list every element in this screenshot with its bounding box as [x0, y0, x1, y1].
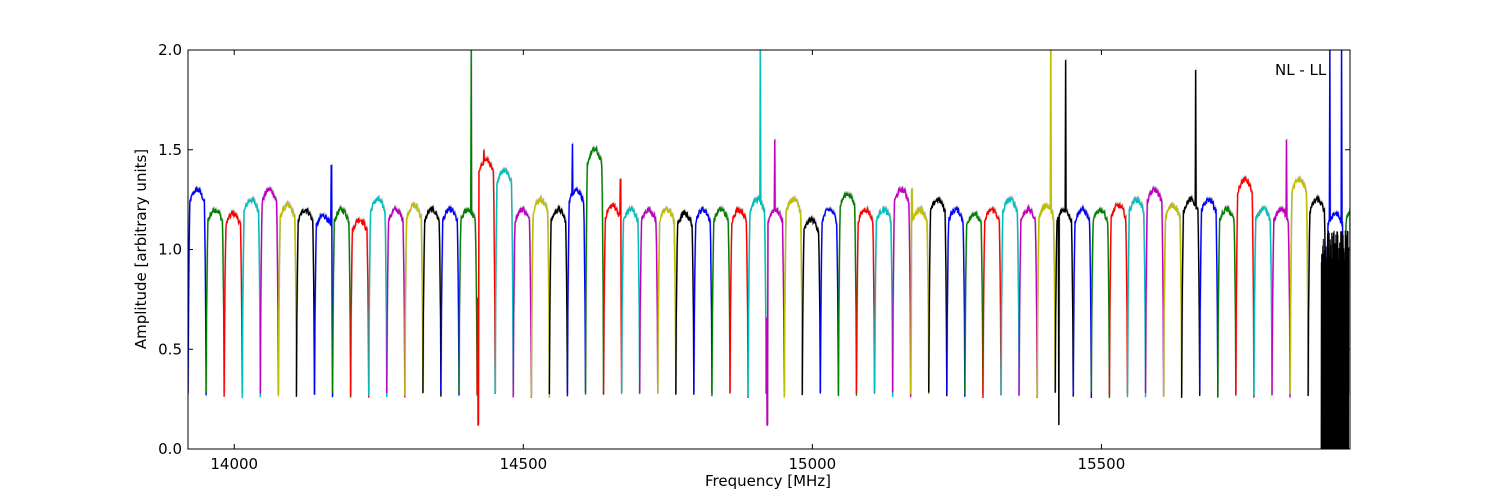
sub-band-trace — [584, 145, 605, 395]
x-tick-label: 14500 — [499, 455, 547, 473]
background-trace — [856, 204, 876, 393]
background-trace — [368, 194, 388, 396]
sub-band-trace — [313, 165, 334, 398]
sub-band-trace — [891, 186, 912, 398]
plot-frame — [187, 49, 1351, 450]
sub-band-trace — [1072, 204, 1092, 399]
sub-band-trace — [1180, 69, 1201, 398]
y-tick-label: 2.0 — [158, 41, 182, 59]
sub-band-trace — [1199, 197, 1219, 398]
sub-band-trace — [566, 143, 587, 397]
sub-band-trace — [494, 167, 514, 395]
y-tick-label: 0.0 — [158, 440, 182, 458]
sub-band-trace — [1289, 176, 1309, 396]
sub-band-trace — [295, 208, 316, 397]
sub-band-trace — [422, 205, 442, 397]
sub-band-trace — [909, 188, 930, 395]
sub-band-trace — [801, 215, 821, 396]
background-trace — [693, 205, 713, 394]
x-tick-label: 15000 — [788, 455, 836, 473]
x-axis-ticks: 14000 14500 15000 15500 — [210, 50, 1125, 473]
background-trace — [621, 204, 641, 393]
sub-band-trace — [277, 200, 298, 397]
sub-band-trace — [241, 197, 261, 399]
background-trace — [1163, 201, 1183, 396]
sub-band-trace — [1325, 50, 1345, 398]
background-trace — [585, 144, 605, 394]
sub-band-trace — [440, 206, 460, 396]
sub-band-trace — [368, 195, 388, 398]
y-axis-label: Amplitude [arbitrary units] — [132, 149, 150, 349]
sub-band-trace — [512, 205, 532, 399]
background-trace — [1181, 68, 1201, 397]
sub-band-trace — [873, 206, 894, 398]
sub-band-trace — [711, 205, 731, 397]
sub-band-trace — [1036, 50, 1056, 398]
sub-band-trace — [620, 205, 641, 395]
sub-band-trace — [964, 211, 984, 395]
sub-band-trace — [188, 186, 207, 396]
sub-band-trace — [223, 209, 243, 397]
sub-band-trace — [982, 206, 1002, 399]
sub-band-trace — [837, 192, 858, 397]
background-trace — [567, 142, 587, 395]
sub-band-trace — [1144, 186, 1165, 397]
sub-band-trace — [747, 50, 767, 398]
sub-band-trace — [783, 195, 803, 398]
y-tick-label: 1.0 — [158, 241, 182, 259]
annotation-label: NL - LL — [1275, 61, 1327, 79]
background-trace — [784, 194, 804, 397]
sub-band-trace — [729, 206, 749, 399]
sub-band-trace — [1054, 59, 1074, 426]
background-trace — [874, 205, 894, 396]
sub-band-trace — [657, 207, 677, 395]
y-axis-ticks: 0.0 0.5 1.0 1.5 2.0 — [158, 41, 1350, 458]
background-trace — [1271, 138, 1292, 397]
y-tick-label: 0.5 — [158, 340, 182, 358]
x-tick-label: 14000 — [210, 455, 258, 473]
sub-band-trace — [1000, 197, 1020, 396]
sub-band-trace — [602, 179, 623, 395]
sub-band-trace — [765, 139, 785, 426]
sub-band-trace — [693, 206, 713, 395]
spectrum-traces — [188, 50, 1350, 449]
x-tick-label: 15500 — [1078, 455, 1126, 473]
sub-band-trace — [1253, 206, 1273, 396]
sub-band-trace — [1235, 175, 1255, 398]
sub-band-trace — [675, 209, 695, 395]
sub-band-trace — [476, 149, 496, 426]
noise-trace — [1320, 230, 1350, 449]
sub-band-trace — [1018, 204, 1038, 398]
sub-band-trace — [331, 205, 352, 398]
sub-band-trace — [1126, 196, 1147, 398]
sub-band-trace — [819, 206, 840, 395]
sub-band-trace — [1162, 203, 1183, 397]
sub-band-trace — [548, 204, 569, 395]
sub-band-trace — [458, 50, 478, 396]
sub-band-trace — [946, 206, 966, 397]
sub-band-trace — [530, 195, 550, 398]
sub-band-trace — [259, 186, 279, 395]
y-tick-label: 1.5 — [158, 141, 182, 159]
sub-band-trace — [1271, 139, 1291, 398]
sub-band-trace — [1217, 205, 1237, 398]
sub-band-trace — [205, 207, 225, 393]
sub-band-trace — [855, 205, 876, 394]
sub-band-trace — [404, 203, 424, 396]
sub-band-trace — [1307, 194, 1327, 397]
background-trace — [477, 148, 497, 425]
sub-band-trace — [638, 207, 659, 394]
sub-band-trace — [1343, 207, 1350, 397]
x-axis-label: Frequency [MHz] — [705, 472, 831, 490]
sub-band-trace — [1090, 207, 1111, 399]
sub-band-trace — [928, 197, 948, 397]
background-trace — [766, 138, 786, 425]
sub-band-trace — [349, 218, 370, 398]
sub-band-trace — [1108, 202, 1129, 396]
sub-band-trace — [386, 205, 406, 398]
background-trace — [206, 206, 226, 392]
